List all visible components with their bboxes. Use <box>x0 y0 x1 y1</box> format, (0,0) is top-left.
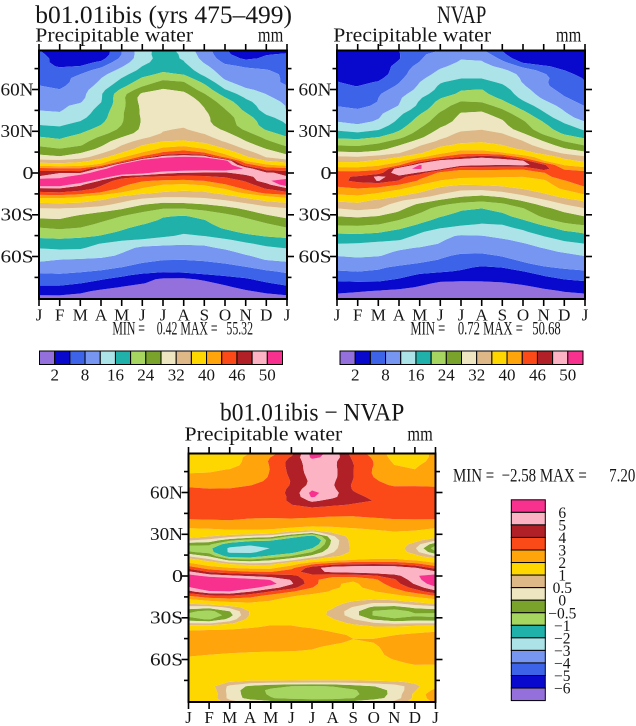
svg-text:−6: −6 <box>554 681 571 698</box>
svg-text:60S: 60S <box>299 246 332 266</box>
svg-text:J: J <box>36 306 43 325</box>
svg-text:32: 32 <box>468 366 485 385</box>
svg-text:1: 1 <box>558 568 566 585</box>
svg-text:M: M <box>412 306 427 325</box>
svg-text:M: M <box>371 306 386 325</box>
svg-text:F: F <box>204 708 213 726</box>
svg-text:M: M <box>263 708 278 726</box>
svg-text:J: J <box>160 306 167 325</box>
svg-text:30S: 30S <box>299 205 332 225</box>
svg-text:S: S <box>498 306 507 325</box>
svg-text:MIN = −2.58 MAX = 7.20: MIN = −2.58 MAX = 7.20 <box>453 465 635 486</box>
svg-text:J: J <box>432 708 439 726</box>
svg-text:M: M <box>73 306 88 325</box>
svg-text:16: 16 <box>407 366 424 385</box>
svg-text:30N: 30N <box>1 121 34 141</box>
svg-text:N: N <box>538 306 550 325</box>
svg-text:J: J <box>288 708 295 726</box>
svg-text:3: 3 <box>558 543 566 560</box>
svg-text:D: D <box>558 306 570 325</box>
svg-text:mm: mm <box>407 424 432 446</box>
svg-text:60N: 60N <box>299 79 332 99</box>
svg-text:J: J <box>582 306 589 325</box>
svg-text:J: J <box>284 306 291 325</box>
svg-text:46: 46 <box>228 366 245 385</box>
svg-text:Precipitable water: Precipitable water <box>333 25 491 47</box>
svg-text:Precipitable water: Precipitable water <box>185 424 343 446</box>
svg-text:30S: 30S <box>1 205 34 225</box>
svg-text:8: 8 <box>381 366 390 385</box>
svg-text:0: 0 <box>23 163 34 183</box>
svg-text:2: 2 <box>50 366 59 385</box>
svg-text:0.5: 0.5 <box>553 580 573 597</box>
svg-text:−4: −4 <box>554 655 571 672</box>
svg-text:A: A <box>95 306 108 325</box>
svg-text:24: 24 <box>137 366 155 385</box>
svg-text:0: 0 <box>558 593 566 610</box>
svg-text:−5: −5 <box>554 668 571 685</box>
svg-text:J: J <box>139 306 146 325</box>
svg-text:D: D <box>409 708 421 726</box>
svg-text:30N: 30N <box>299 121 332 141</box>
svg-text:30N: 30N <box>150 524 183 544</box>
svg-text:46: 46 <box>529 366 546 385</box>
svg-text:O: O <box>517 306 529 325</box>
svg-text:0: 0 <box>321 163 332 183</box>
svg-text:A: A <box>393 306 406 325</box>
svg-text:A: A <box>178 306 191 325</box>
svg-text:50: 50 <box>559 366 576 385</box>
svg-text:J: J <box>437 306 444 325</box>
svg-text:−1: −1 <box>554 618 571 635</box>
svg-text:MIN = 0.72 MAX = 50.68: MIN = 0.72 MAX = 50.68 <box>410 319 560 340</box>
svg-text:24: 24 <box>438 366 456 385</box>
svg-text:J: J <box>334 306 341 325</box>
svg-text:60S: 60S <box>150 649 183 669</box>
svg-text:5: 5 <box>558 517 566 534</box>
svg-text:A: A <box>326 708 339 726</box>
svg-text:O: O <box>368 708 380 726</box>
svg-text:A: A <box>476 306 489 325</box>
svg-text:F: F <box>55 306 64 325</box>
svg-text:40: 40 <box>499 366 516 385</box>
svg-text:O: O <box>219 306 231 325</box>
svg-text:Precipitable water: Precipitable water <box>35 25 193 47</box>
svg-text:60N: 60N <box>1 79 34 99</box>
svg-text:32: 32 <box>168 366 185 385</box>
svg-text:NVAP: NVAP <box>437 2 486 29</box>
svg-text:−3: −3 <box>554 643 571 660</box>
svg-text:0: 0 <box>172 566 183 586</box>
svg-text:50: 50 <box>259 366 276 385</box>
svg-text:M: M <box>114 306 129 325</box>
svg-text:60S: 60S <box>1 246 34 266</box>
svg-text:6: 6 <box>558 505 566 522</box>
svg-text:8: 8 <box>81 366 90 385</box>
svg-text:N: N <box>388 708 400 726</box>
svg-text:MIN = 0.42 MAX = 55.32: MIN = 0.42 MAX = 55.32 <box>112 319 253 340</box>
svg-text:J: J <box>458 306 465 325</box>
svg-text:mm: mm <box>258 25 283 47</box>
svg-text:4: 4 <box>558 530 566 547</box>
svg-text:16: 16 <box>107 366 124 385</box>
svg-text:J: J <box>185 708 192 726</box>
svg-text:−0.5: −0.5 <box>548 605 576 622</box>
svg-text:40: 40 <box>198 366 215 385</box>
svg-text:S: S <box>200 306 209 325</box>
svg-text:M: M <box>222 708 237 726</box>
svg-text:−2: −2 <box>554 630 571 647</box>
svg-text:A: A <box>244 708 257 726</box>
svg-text:2: 2 <box>558 555 566 572</box>
svg-text:J: J <box>309 708 316 726</box>
svg-text:60N: 60N <box>150 482 183 502</box>
svg-text:b01.01ibis − NVAP: b01.01ibis − NVAP <box>220 400 404 427</box>
svg-text:N: N <box>240 306 252 325</box>
svg-text:S: S <box>348 708 357 726</box>
svg-text:F: F <box>353 306 362 325</box>
svg-text:mm: mm <box>556 25 581 47</box>
svg-text:2: 2 <box>351 366 360 385</box>
svg-text:b01.01ibis (yrs 475–499): b01.01ibis (yrs 475–499) <box>35 2 292 29</box>
svg-text:D: D <box>260 306 272 325</box>
svg-text:30S: 30S <box>150 608 183 628</box>
